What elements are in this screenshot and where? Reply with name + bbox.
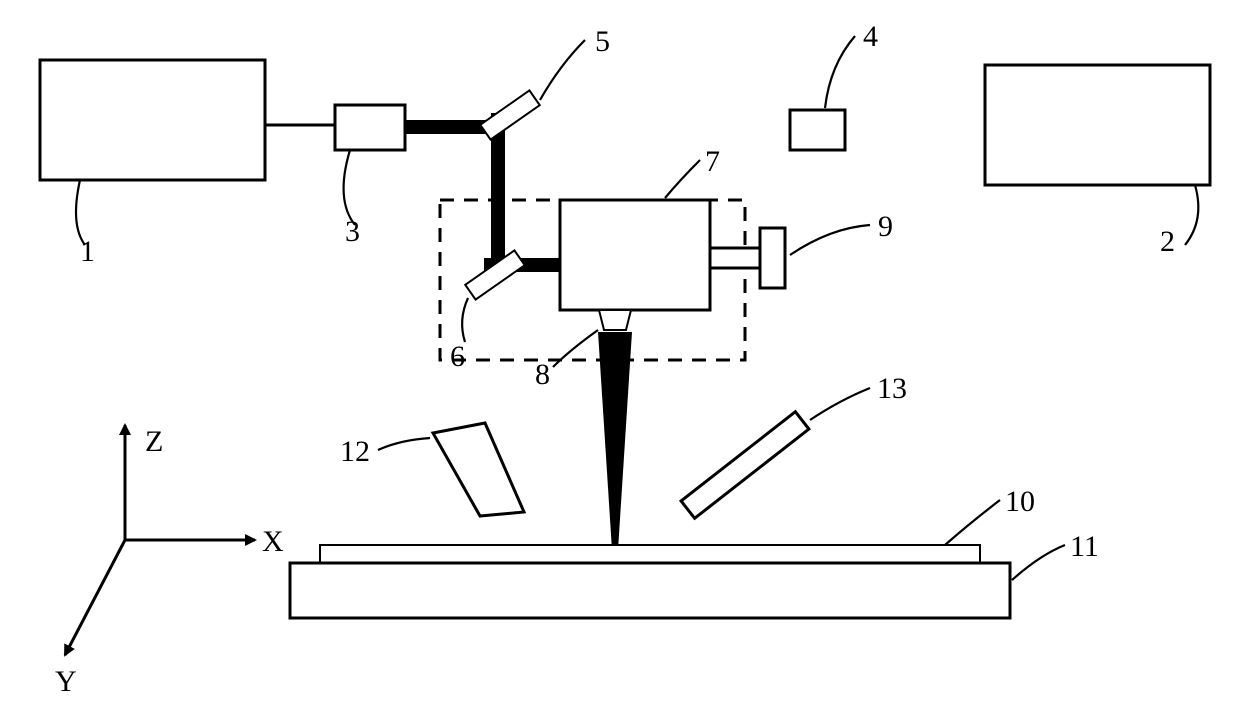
plate-10 xyxy=(320,545,980,563)
mirror-5 xyxy=(480,90,539,139)
base-11-leader xyxy=(1012,545,1065,580)
label-5: 5 xyxy=(595,25,610,59)
axis-y-label: Y xyxy=(55,665,77,699)
schematic-svg xyxy=(0,0,1240,721)
box-4-leader xyxy=(825,36,855,108)
label-8: 8 xyxy=(535,358,550,392)
label-1: 1 xyxy=(80,235,95,269)
label-4: 4 xyxy=(863,20,878,54)
scan-head-7-leader xyxy=(665,160,700,198)
box-1 xyxy=(40,60,265,180)
box-2-leader xyxy=(1185,185,1198,245)
label-10: 10 xyxy=(1005,485,1035,519)
base-11 xyxy=(290,563,1010,618)
mirror-6-leader xyxy=(462,298,468,342)
box-4 xyxy=(790,110,845,150)
label-7: 7 xyxy=(705,145,720,179)
scan-head-7 xyxy=(560,200,710,310)
axis-x-label: X xyxy=(262,525,284,559)
emitter-12-leader xyxy=(378,438,430,450)
mirror-5-leader xyxy=(540,40,585,100)
probe-13 xyxy=(681,412,809,519)
nozzle-8 xyxy=(599,310,631,330)
actuator-9-stem xyxy=(710,248,760,268)
box-3-leader xyxy=(344,150,355,225)
label-13: 13 xyxy=(877,372,907,406)
label-12: 12 xyxy=(340,435,370,469)
box-3 xyxy=(335,105,405,150)
axis-z-label: Z xyxy=(145,425,163,459)
label-9: 9 xyxy=(878,210,893,244)
focused-beam xyxy=(598,332,632,550)
actuator-9-head xyxy=(760,228,785,288)
label-3: 3 xyxy=(345,215,360,249)
label-2: 2 xyxy=(1160,225,1175,259)
actuator-9-leader xyxy=(790,225,870,255)
box-2 xyxy=(985,65,1210,185)
axis-y xyxy=(65,540,125,655)
emitter-12 xyxy=(433,423,524,516)
plate-10-leader xyxy=(945,500,1000,545)
label-6: 6 xyxy=(450,340,465,374)
diagram-canvas xyxy=(0,0,1240,721)
label-11: 11 xyxy=(1070,530,1099,564)
probe-13-leader xyxy=(810,388,870,420)
